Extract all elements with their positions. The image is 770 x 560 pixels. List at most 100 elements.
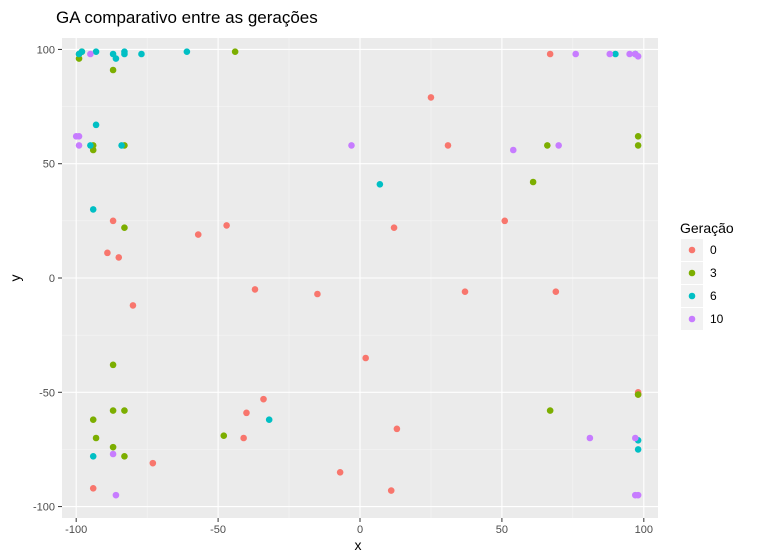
point-geracao-0 <box>444 142 452 149</box>
point-geracao-6 <box>183 48 191 56</box>
x-tick-label: 0 <box>357 524 363 536</box>
point-geracao-0 <box>89 484 97 492</box>
point-geracao-10 <box>626 50 633 58</box>
point-geracao-6 <box>92 48 100 56</box>
point-geracao-10 <box>112 491 120 499</box>
point-geracao-6 <box>265 416 273 424</box>
legend-title: Geração <box>680 220 734 236</box>
x-axis-ticks: -100 -50 0 50 100 <box>65 518 653 536</box>
grid-major <box>62 38 658 518</box>
point-geracao-10 <box>572 50 579 58</box>
point-geracao-0 <box>240 434 247 442</box>
point-geracao-3 <box>121 407 128 414</box>
x-tick-label: -50 <box>210 524 226 536</box>
point-geracao-3 <box>92 434 100 442</box>
point-geracao-10 <box>348 142 355 149</box>
legend-label-10: 10 <box>710 312 724 326</box>
point-geracao-0 <box>314 290 321 298</box>
point-geracao-3 <box>529 178 537 186</box>
point-geracao-10 <box>634 52 642 60</box>
data-points <box>72 48 642 499</box>
point-geracao-0 <box>427 94 435 101</box>
point-geracao-10 <box>634 491 642 499</box>
point-geracao-3 <box>634 132 642 140</box>
point-geracao-3 <box>634 391 642 398</box>
point-geracao-0 <box>362 354 369 362</box>
legend-label-3: 3 <box>710 266 717 280</box>
y-tick-label: -100 <box>33 502 55 514</box>
x-tick-label: -100 <box>65 524 87 536</box>
point-geracao-3 <box>634 142 642 149</box>
point-geracao-6 <box>138 50 145 58</box>
legend-key-6 <box>688 292 696 300</box>
y-tick-label: 100 <box>37 44 55 56</box>
chart-title: GA comparativo entre as gerações <box>56 8 318 27</box>
point-geracao-0 <box>251 286 259 293</box>
point-geracao-6 <box>112 55 120 62</box>
point-geracao-3 <box>75 55 83 62</box>
point-geracao-10 <box>606 50 614 58</box>
y-axis-ticks: -100 -50 0 50 100 <box>33 44 62 514</box>
point-geracao-3 <box>121 224 128 232</box>
point-geracao-0 <box>223 222 230 229</box>
point-geracao-0 <box>115 254 123 261</box>
y-tick-label: 0 <box>49 273 55 285</box>
point-geracao-0 <box>336 468 344 476</box>
point-geracao-6 <box>89 206 97 213</box>
point-geracao-0 <box>260 395 267 403</box>
x-tick-label: 100 <box>635 524 653 536</box>
point-geracao-3 <box>121 452 128 460</box>
point-geracao-3 <box>220 432 228 440</box>
point-geracao-10 <box>586 434 594 442</box>
point-geracao-10 <box>631 434 639 442</box>
legend-label-0: 0 <box>710 243 717 257</box>
legend-key-3 <box>688 269 696 277</box>
point-geracao-3 <box>89 416 97 424</box>
y-tick-label: -50 <box>39 387 55 399</box>
point-geracao-3 <box>109 66 117 74</box>
point-geracao-0 <box>552 288 560 296</box>
point-geracao-3 <box>109 407 117 414</box>
point-geracao-6 <box>634 446 642 453</box>
point-geracao-6 <box>87 142 94 149</box>
y-axis-title: y <box>7 275 23 282</box>
point-geracao-0 <box>546 50 554 58</box>
point-geracao-3 <box>231 48 239 56</box>
point-geracao-3 <box>109 361 117 369</box>
point-geracao-6 <box>121 50 128 58</box>
point-geracao-0 <box>393 425 401 433</box>
point-geracao-6 <box>78 48 86 56</box>
point-geracao-0 <box>129 302 137 309</box>
point-geracao-10 <box>555 142 562 149</box>
legend-key-10 <box>688 315 696 323</box>
point-geracao-0 <box>461 288 469 296</box>
point-geracao-10 <box>75 142 83 149</box>
point-geracao-6 <box>612 50 619 58</box>
point-geracao-0 <box>501 217 509 225</box>
y-tick-label: 50 <box>43 159 55 171</box>
point-geracao-10 <box>109 450 117 458</box>
point-geracao-3 <box>544 142 551 149</box>
point-geracao-6 <box>92 121 100 129</box>
point-geracao-6 <box>89 452 97 460</box>
point-geracao-3 <box>109 443 117 451</box>
legend: 0 3 6 10 <box>681 239 724 330</box>
point-geracao-6 <box>118 142 125 149</box>
point-geracao-0 <box>149 459 157 467</box>
point-geracao-3 <box>546 407 554 414</box>
point-geracao-0 <box>104 249 111 257</box>
legend-key-0 <box>688 246 696 254</box>
x-axis-title: x <box>355 537 362 553</box>
point-geracao-10 <box>509 146 517 154</box>
point-geracao-0 <box>243 409 250 417</box>
point-geracao-0 <box>109 217 117 225</box>
point-geracao-0 <box>390 224 398 232</box>
x-tick-label: 50 <box>496 524 508 536</box>
legend-label-6: 6 <box>710 289 717 303</box>
point-geracao-6 <box>376 180 384 188</box>
point-geracao-10 <box>75 132 83 140</box>
point-geracao-0 <box>194 231 202 238</box>
point-geracao-10 <box>87 50 94 58</box>
point-geracao-0 <box>387 487 395 494</box>
